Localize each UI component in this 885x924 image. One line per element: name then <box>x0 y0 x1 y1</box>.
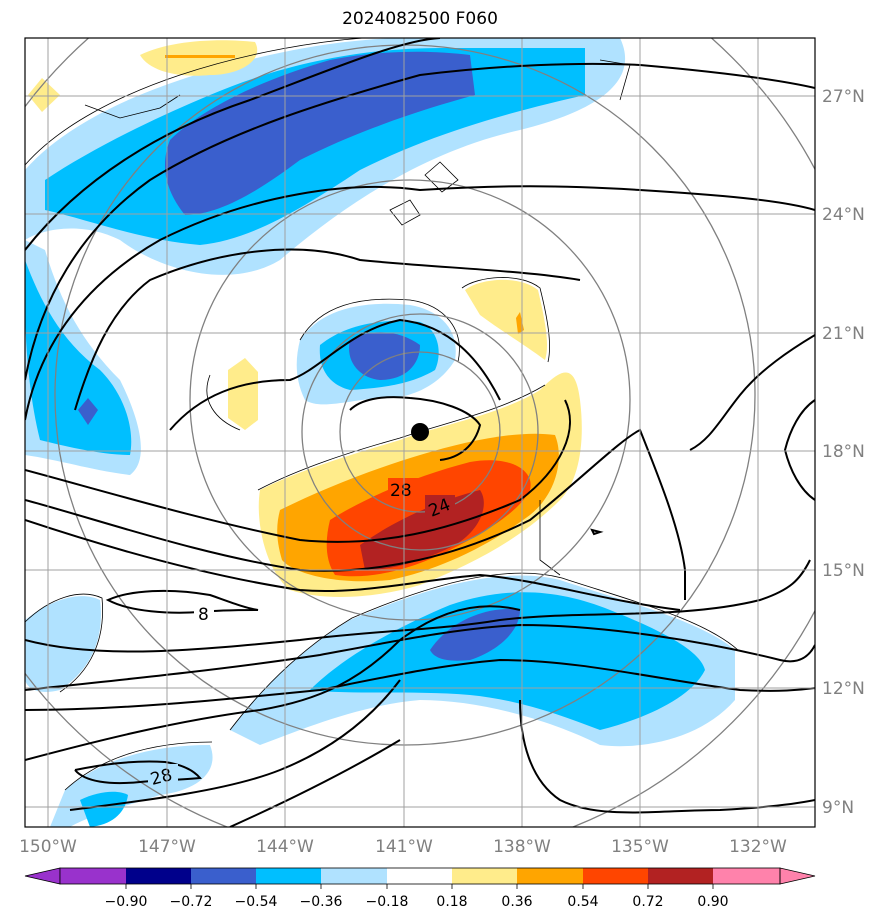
contour-labels: 28 24 8 28 <box>148 478 455 790</box>
y-axis-labels: 27°N 24°N 21°N 18°N 15°N 12°N 9°N <box>822 87 865 818</box>
colorbar-swatch <box>583 868 648 884</box>
map-frame <box>24 37 816 828</box>
x-axis-labels: 150°W 147°W 144°W 141°W 138°W 135°W 132°… <box>19 837 787 857</box>
gridlines <box>25 38 815 827</box>
storm-center-marker <box>411 423 429 441</box>
colorbar-label: −0.54 <box>235 894 278 910</box>
colorbar-extend-low <box>24 867 61 885</box>
y-tick-label: 12°N <box>822 679 865 699</box>
x-tick-label: 141°W <box>375 837 433 857</box>
contour-label-28-center: 28 <box>390 481 412 501</box>
colorbar-label: −0.18 <box>366 894 409 910</box>
y-tick-label: 27°N <box>822 87 865 107</box>
y-tick-label: 9°N <box>822 798 854 818</box>
colorbar-swatch <box>452 868 517 884</box>
colorbar-label: 0.90 <box>697 894 728 910</box>
colorbar-swatch <box>387 868 452 884</box>
colorbar-swatch <box>321 868 387 884</box>
y-tick-label: 18°N <box>822 442 865 462</box>
colorbar-swatch <box>191 868 256 884</box>
colorbar: −0.90 −0.72 −0.54 −0.36 −0.18 0.18 0.36 … <box>24 867 816 910</box>
contour-label-8: 8 <box>198 605 209 625</box>
colorbar-swatch <box>713 868 780 884</box>
colorbar-label: 0.54 <box>567 894 598 910</box>
x-tick-label: 132°W <box>729 837 787 857</box>
shade-dark-blue-south <box>430 609 520 661</box>
y-tick-label: 21°N <box>822 324 865 344</box>
colorbar-swatch <box>126 868 191 884</box>
x-tick-label: 138°W <box>493 837 551 857</box>
colorbar-label: −0.90 <box>105 894 148 910</box>
x-tick-label: 147°W <box>138 837 196 857</box>
colorbar-swatch <box>517 868 583 884</box>
x-tick-label: 144°W <box>256 837 314 857</box>
shade-yellow-w <box>228 358 258 430</box>
shade-dark-blue <box>165 51 475 215</box>
y-tick-label: 24°N <box>822 205 865 225</box>
shade-dark-blue-west <box>78 398 98 425</box>
shade-dark-blue-central <box>349 332 420 380</box>
colorbar-label: 0.36 <box>501 894 532 910</box>
colorbar-swatch <box>256 868 321 884</box>
colorbar-label: 0.18 <box>436 894 467 910</box>
colorbar-label: −0.72 <box>170 894 213 910</box>
colorbar-extend-high <box>779 867 816 885</box>
x-tick-label: 135°W <box>611 837 669 857</box>
colorbar-label: 0.72 <box>632 894 663 910</box>
x-tick-label: 150°W <box>19 837 77 857</box>
shade-orange-nw <box>165 55 235 58</box>
map-title: 2024082500 F060 <box>342 9 498 29</box>
bold-contours <box>25 38 815 827</box>
shade-yellow-ne <box>465 279 548 360</box>
shade-light-blue-sw <box>25 596 101 692</box>
colorbar-swatch <box>60 868 126 884</box>
shade-blue-south <box>310 592 705 730</box>
y-tick-label: 15°N <box>822 561 865 581</box>
shade-light-blue-ssw <box>50 745 213 827</box>
shade-blue-ssw <box>80 791 128 827</box>
colorbar-label: −0.36 <box>300 894 343 910</box>
map-area: 28 24 8 28 <box>25 38 815 827</box>
shade-blue-west <box>25 260 132 455</box>
colorbar-frame <box>59 867 781 885</box>
colorbar-swatch <box>648 868 713 884</box>
shade-yellow-nw2 <box>28 78 60 112</box>
